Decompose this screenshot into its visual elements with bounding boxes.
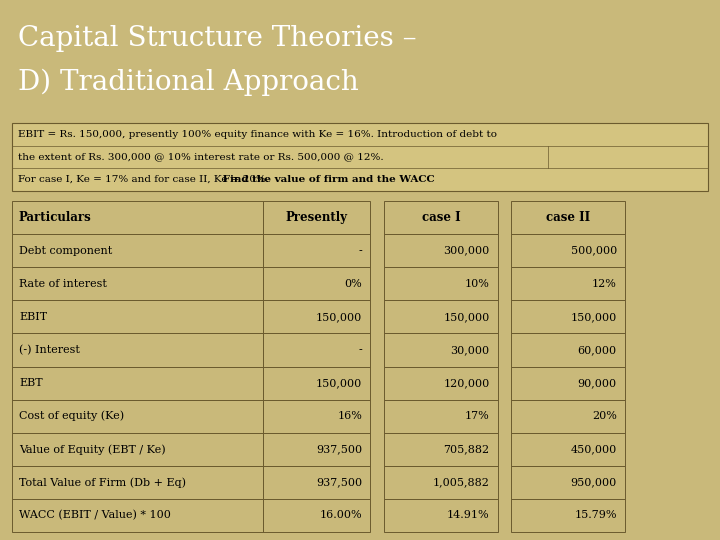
Bar — [384, 267, 498, 300]
Bar — [511, 201, 625, 234]
Text: Find the value of firm and the WACC: Find the value of firm and the WACC — [219, 175, 434, 184]
Bar — [384, 499, 498, 532]
Text: WACC (EBIT / Value) * 100: WACC (EBIT / Value) * 100 — [19, 510, 171, 521]
Text: 120,000: 120,000 — [444, 378, 490, 388]
Bar — [263, 400, 371, 433]
Text: Value of Equity (EBT / Ke): Value of Equity (EBT / Ke) — [19, 444, 166, 455]
Text: 150,000: 150,000 — [316, 312, 362, 322]
Text: Capital Structure Theories –: Capital Structure Theories – — [18, 25, 417, 52]
Text: 16%: 16% — [337, 411, 362, 421]
Text: 12%: 12% — [592, 279, 617, 289]
Text: 937,500: 937,500 — [316, 477, 362, 487]
Bar — [511, 400, 625, 433]
Text: 60,000: 60,000 — [577, 345, 617, 355]
Bar — [511, 300, 625, 333]
Bar — [263, 499, 371, 532]
Bar — [12, 466, 263, 499]
Bar — [511, 433, 625, 466]
Bar — [12, 400, 263, 433]
Text: 150,000: 150,000 — [444, 312, 490, 322]
Text: 150,000: 150,000 — [570, 312, 617, 322]
Bar — [384, 201, 498, 234]
Bar — [263, 333, 371, 367]
Text: For case I, Ke = 17% and for case II, Ke = 20%.: For case I, Ke = 17% and for case II, Ke… — [17, 175, 269, 184]
Text: Cost of equity (Ke): Cost of equity (Ke) — [19, 411, 124, 421]
Text: EBIT = Rs. 150,000, presently 100% equity finance with Ke = 16%. Introduction of: EBIT = Rs. 150,000, presently 100% equit… — [17, 130, 497, 139]
Bar — [12, 300, 263, 333]
Bar — [12, 234, 263, 267]
Text: 0%: 0% — [344, 279, 362, 289]
Bar — [384, 367, 498, 400]
Text: 15.79%: 15.79% — [575, 510, 617, 521]
Bar — [12, 333, 263, 367]
Text: EBIT: EBIT — [19, 312, 47, 322]
Text: 450,000: 450,000 — [570, 444, 617, 454]
Text: case II: case II — [546, 211, 590, 224]
Text: the extent of Rs. 300,000 @ 10% interest rate or Rs. 500,000 @ 12%.: the extent of Rs. 300,000 @ 10% interest… — [17, 152, 383, 161]
Text: 90,000: 90,000 — [577, 378, 617, 388]
Text: Rate of interest: Rate of interest — [19, 279, 107, 289]
Text: Particulars: Particulars — [19, 211, 91, 224]
Text: 1,005,882: 1,005,882 — [433, 477, 490, 487]
Bar — [263, 466, 371, 499]
Text: Presently: Presently — [286, 211, 348, 224]
Text: 937,500: 937,500 — [316, 444, 362, 454]
Text: 950,000: 950,000 — [570, 477, 617, 487]
Bar — [12, 499, 263, 532]
Text: (-) Interest: (-) Interest — [19, 345, 80, 355]
Text: 14.91%: 14.91% — [447, 510, 490, 521]
Bar — [511, 466, 625, 499]
Bar — [384, 400, 498, 433]
Text: 17%: 17% — [464, 411, 490, 421]
Text: 705,882: 705,882 — [444, 444, 490, 454]
Bar — [511, 499, 625, 532]
Bar — [263, 201, 371, 234]
Text: 150,000: 150,000 — [316, 378, 362, 388]
Bar — [263, 300, 371, 333]
Text: -: - — [359, 345, 362, 355]
Bar — [263, 433, 371, 466]
Text: Total Value of Firm (Db + Eq): Total Value of Firm (Db + Eq) — [19, 477, 186, 488]
Bar — [384, 433, 498, 466]
Bar — [384, 234, 498, 267]
Bar — [263, 234, 371, 267]
Bar — [384, 300, 498, 333]
Text: EBT: EBT — [19, 378, 42, 388]
Bar — [12, 367, 263, 400]
Bar — [511, 267, 625, 300]
Text: Debt component: Debt component — [19, 246, 112, 255]
Text: 300,000: 300,000 — [444, 246, 490, 255]
Bar — [12, 201, 263, 234]
Text: 10%: 10% — [464, 279, 490, 289]
Bar — [511, 367, 625, 400]
Text: 20%: 20% — [592, 411, 617, 421]
Bar — [12, 267, 263, 300]
Bar — [263, 267, 371, 300]
Bar — [384, 466, 498, 499]
Bar — [12, 433, 263, 466]
Bar — [263, 367, 371, 400]
Text: 500,000: 500,000 — [570, 246, 617, 255]
Text: case I: case I — [422, 211, 460, 224]
Bar — [511, 333, 625, 367]
Text: D) Traditional Approach: D) Traditional Approach — [18, 69, 359, 96]
Bar — [384, 333, 498, 367]
Text: -: - — [359, 246, 362, 255]
Bar — [511, 234, 625, 267]
Text: 16.00%: 16.00% — [320, 510, 362, 521]
Text: 30,000: 30,000 — [450, 345, 490, 355]
